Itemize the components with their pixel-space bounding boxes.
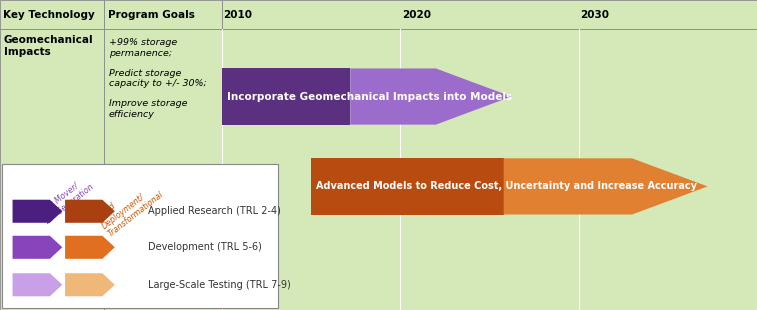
Bar bbox=[222, 29, 757, 310]
Polygon shape bbox=[503, 158, 708, 215]
Text: Program Goals: Program Goals bbox=[108, 10, 195, 20]
Polygon shape bbox=[13, 236, 62, 259]
Polygon shape bbox=[350, 69, 511, 125]
Polygon shape bbox=[222, 69, 350, 125]
Polygon shape bbox=[13, 200, 62, 223]
Bar bbox=[104, 29, 222, 310]
Text: +99% storage
permanence;: +99% storage permanence; bbox=[109, 38, 177, 58]
Bar bbox=[0, 29, 104, 310]
Polygon shape bbox=[65, 200, 115, 223]
Bar bbox=[104, 0, 222, 29]
Polygon shape bbox=[311, 158, 503, 215]
Text: Geomechanical
Impacts: Geomechanical Impacts bbox=[4, 35, 93, 57]
Polygon shape bbox=[65, 273, 115, 296]
Bar bbox=[0, 0, 104, 29]
Text: Development (TRL 5-6): Development (TRL 5-6) bbox=[148, 242, 262, 252]
Polygon shape bbox=[13, 273, 62, 296]
Text: 2010: 2010 bbox=[223, 10, 252, 20]
Bar bbox=[222, 0, 757, 29]
Text: Advanced Models to Reduce Cost, Uncertainty and Increase Accuracy: Advanced Models to Reduce Cost, Uncertai… bbox=[316, 181, 697, 191]
Text: Applied Research (TRL 2-4): Applied Research (TRL 2-4) bbox=[148, 206, 281, 216]
Text: Improve storage
efficiency: Improve storage efficiency bbox=[109, 99, 188, 119]
Bar bbox=[2, 164, 278, 308]
Text: Broad
Deployment/
Transformational: Broad Deployment/ Transformational bbox=[94, 174, 166, 239]
Text: Predict storage
capacity to +/- 30%;: Predict storage capacity to +/- 30%; bbox=[109, 69, 207, 88]
Text: Key Technology: Key Technology bbox=[3, 10, 95, 20]
Polygon shape bbox=[65, 236, 115, 259]
Text: First Mover/
2ⁿᵈ Generation: First Mover/ 2ⁿᵈ Generation bbox=[37, 174, 95, 225]
Text: 2030: 2030 bbox=[580, 10, 609, 20]
Text: Large-Scale Testing (TRL 7-9): Large-Scale Testing (TRL 7-9) bbox=[148, 280, 291, 290]
Text: 2020: 2020 bbox=[402, 10, 431, 20]
Text: Incorporate Geomechanical Impacts into Models: Incorporate Geomechanical Impacts into M… bbox=[227, 91, 512, 102]
